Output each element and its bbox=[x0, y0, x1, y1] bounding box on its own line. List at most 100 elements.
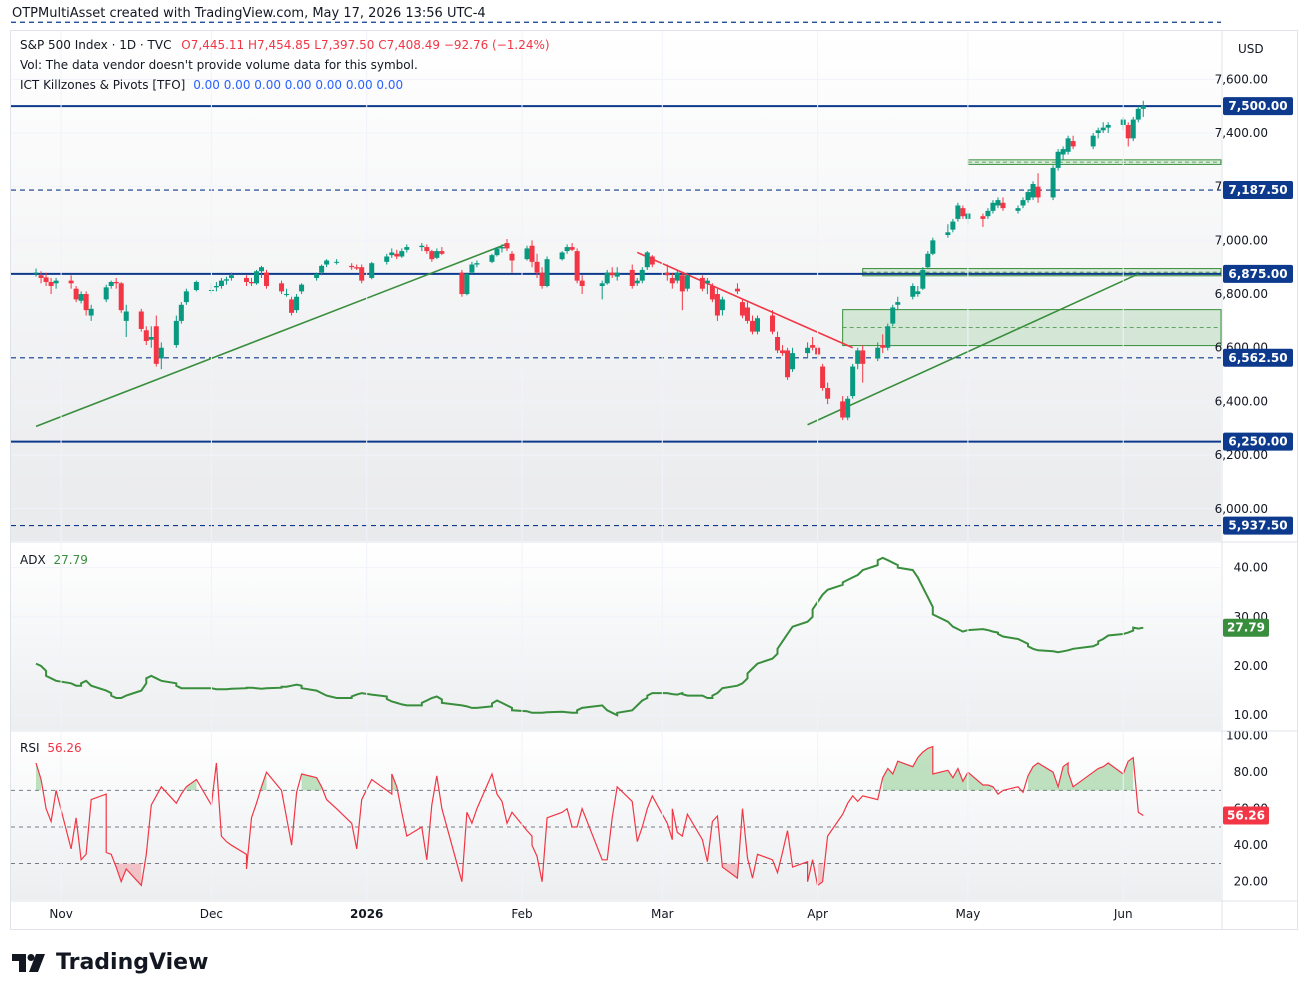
green-trendline[interactable] bbox=[807, 273, 1139, 426]
candle-body bbox=[644, 252, 650, 268]
time-tick-label: Mar bbox=[651, 907, 674, 921]
rsi-label: RSI bbox=[20, 741, 40, 755]
time-tick-label: May bbox=[956, 907, 981, 921]
candle-body bbox=[614, 272, 620, 277]
candle-body bbox=[739, 302, 745, 316]
adx-pane-background bbox=[11, 543, 1221, 730]
rsi-tick-label: 20.00 bbox=[1234, 875, 1268, 889]
candle-body bbox=[704, 280, 710, 284]
candle-body bbox=[259, 267, 264, 272]
candle-body bbox=[880, 345, 886, 348]
candle-body bbox=[334, 261, 340, 263]
candle-body bbox=[324, 260, 330, 265]
indicator-name[interactable]: ICT Killzones & Pivots [TFO] bbox=[20, 78, 186, 92]
candle-body bbox=[985, 210, 991, 217]
candle-body bbox=[1100, 127, 1106, 131]
red-trendline[interactable] bbox=[636, 251, 854, 349]
indicator-values: 0.00 0.00 0.00 0.00 0.00 0.00 0.00 bbox=[193, 78, 404, 92]
candle-body bbox=[810, 345, 816, 348]
candle-body bbox=[1130, 119, 1136, 139]
candle-body bbox=[599, 283, 605, 286]
tradingview-logo-icon bbox=[12, 953, 45, 972]
candle-body bbox=[1140, 105, 1146, 109]
currency-label[interactable]: USD bbox=[1238, 42, 1264, 56]
rsi-value-label: 56.26 bbox=[1227, 809, 1265, 823]
candle-body bbox=[474, 263, 480, 265]
time-tick-label: Apr bbox=[807, 907, 828, 921]
adx-line[interactable] bbox=[35, 556, 1144, 717]
candle-body bbox=[1030, 184, 1036, 198]
candle-body bbox=[895, 302, 901, 305]
candle-body bbox=[1070, 141, 1076, 147]
candle-body bbox=[394, 253, 400, 257]
candle-body bbox=[223, 279, 229, 281]
green-trendline[interactable] bbox=[35, 243, 508, 428]
candle-body bbox=[754, 318, 760, 332]
rsi-overbought-fill bbox=[36, 746, 1134, 791]
price-tick-label: 6,000.00 bbox=[1215, 502, 1268, 516]
candle-body bbox=[459, 272, 465, 295]
candle-body bbox=[1000, 202, 1006, 209]
rsi-legend[interactable]: RSI 56.26 bbox=[20, 741, 82, 755]
symbol-legend[interactable]: S&P 500 Index · 1D · TVC O7,445.11 H7,45… bbox=[20, 38, 550, 52]
candle-body bbox=[43, 277, 49, 282]
chart-frame[interactable] bbox=[10, 30, 1298, 930]
adx-tick-label: 10.00 bbox=[1234, 708, 1268, 722]
candle-body bbox=[980, 216, 986, 219]
candle-body bbox=[178, 304, 184, 321]
level-price-tag[interactable] bbox=[1223, 97, 1293, 116]
candle-body bbox=[1060, 149, 1066, 155]
candle-body bbox=[73, 288, 79, 300]
candle-body bbox=[950, 221, 956, 230]
candle-body bbox=[1125, 124, 1131, 139]
candle-body bbox=[664, 272, 670, 276]
candle-body bbox=[123, 311, 129, 321]
candle-body bbox=[749, 320, 755, 332]
candle-body bbox=[920, 269, 926, 289]
candle-body bbox=[148, 337, 154, 340]
candle-body bbox=[649, 256, 655, 265]
symbol-title[interactable]: S&P 500 Index · 1D · TVC bbox=[20, 38, 172, 52]
candle-body bbox=[609, 272, 615, 276]
candle-body bbox=[1135, 108, 1141, 120]
candle-body bbox=[669, 277, 675, 284]
candle-body bbox=[173, 320, 179, 346]
candle-body bbox=[850, 366, 856, 397]
level-price-tag[interactable] bbox=[1223, 432, 1293, 451]
adx-legend[interactable]: ADX 27.79 bbox=[20, 553, 88, 567]
rsi-value-tag[interactable] bbox=[1223, 806, 1269, 825]
adx-tick-label: 20.00 bbox=[1234, 659, 1268, 673]
candle-body bbox=[639, 269, 645, 281]
tradingview-brand: TradingView bbox=[56, 950, 209, 975]
candle-body bbox=[284, 294, 290, 296]
candle-body bbox=[88, 308, 94, 316]
adx-value-tag[interactable] bbox=[1223, 618, 1269, 637]
rsi-line[interactable] bbox=[35, 745, 1144, 887]
candle-body bbox=[319, 265, 325, 273]
candle-body bbox=[118, 283, 124, 311]
candle-body bbox=[559, 252, 565, 260]
adx-legend-value: 27.79 bbox=[53, 553, 88, 567]
level-price-tag[interactable] bbox=[1223, 181, 1293, 200]
candle-body bbox=[785, 350, 791, 378]
chart-creator-header: OTPMultiAsset created with TradingView.c… bbox=[12, 6, 486, 21]
level-price-tag[interactable] bbox=[1223, 264, 1293, 283]
candle-body bbox=[855, 350, 861, 364]
candle-body bbox=[604, 272, 610, 284]
candle-body bbox=[218, 280, 224, 286]
level-price-tag[interactable] bbox=[1223, 348, 1293, 367]
level-price-tag[interactable] bbox=[1223, 516, 1293, 535]
price-tick-label: 6,200.00 bbox=[1215, 448, 1268, 462]
indicator-legend[interactable]: ICT Killzones & Pivots [TFO] 0.00 0.00 0… bbox=[20, 78, 403, 92]
candle-body bbox=[709, 286, 715, 300]
candle-body bbox=[569, 247, 575, 250]
price-tick-label: 6,800.00 bbox=[1215, 287, 1268, 301]
candle-body bbox=[564, 247, 570, 252]
candle-body bbox=[103, 287, 109, 300]
candle-body bbox=[504, 243, 510, 249]
candle-body bbox=[264, 272, 270, 286]
candle-body bbox=[434, 251, 440, 258]
volume-note: Vol: The data vendor doesn't provide vol… bbox=[20, 58, 418, 72]
candle-body bbox=[243, 277, 249, 282]
